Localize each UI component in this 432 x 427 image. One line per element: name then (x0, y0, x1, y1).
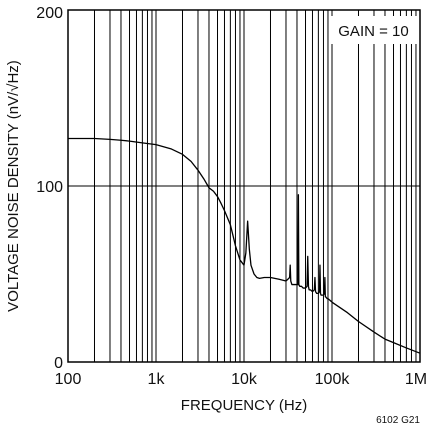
legend-background (330, 16, 417, 44)
y-tick-labels: 0 100 200 (36, 5, 63, 372)
x-axis-label: FREQUENCY (Hz) (181, 397, 307, 414)
gain-annotation: GAIN = 10 (338, 23, 408, 40)
y-tick-label-100: 100 (36, 179, 63, 196)
x-tick-label-100k: 100k (315, 371, 351, 388)
x-tick-label-1k: 1k (148, 371, 166, 388)
x-tick-labels: 100 1k 10k 100k 1M (55, 371, 427, 388)
plot-frame (67, 9, 421, 363)
x-tick-label-10k: 10k (231, 371, 258, 388)
legend-box: GAIN = 10 (330, 16, 417, 44)
y-axis-label: VOLTAGE NOISE DENSITY (nV/√Hz) (5, 60, 22, 312)
figure-code: 6102 G21 (376, 415, 420, 426)
x-tick-label-1m: 1M (405, 371, 427, 388)
x-tick-label-100: 100 (55, 371, 82, 388)
y-tick-label-200: 200 (36, 5, 63, 22)
noise-density-curve (68, 137, 421, 354)
y-tick-label-0: 0 (54, 355, 63, 372)
